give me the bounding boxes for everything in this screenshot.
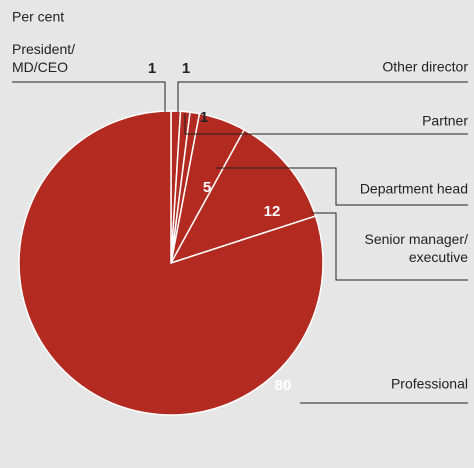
leader-line	[311, 212, 468, 281]
value-label: 5	[203, 179, 211, 196]
leader-line	[12, 81, 166, 112]
slice-label: President/MD/CEO	[12, 41, 75, 75]
value-label: 12	[264, 203, 281, 220]
slice-label: Partner	[422, 113, 468, 129]
leader-line	[177, 81, 468, 112]
slice-label: Other director	[382, 59, 468, 75]
value-label: 1	[148, 60, 156, 77]
slice-label: Professional	[391, 376, 468, 392]
pie-slice	[18, 110, 324, 416]
chart-subtitle: Per cent	[12, 9, 64, 25]
leader-line	[216, 167, 468, 206]
leader-line	[184, 114, 468, 135]
value-label: 1	[182, 60, 190, 77]
slice-label: Senior manager/executive	[364, 231, 468, 265]
slices	[18, 110, 324, 416]
value-label: 1	[200, 109, 208, 126]
value-label: 80	[275, 377, 292, 394]
slice-label: Department head	[360, 181, 468, 197]
pie-slice	[169, 128, 317, 265]
